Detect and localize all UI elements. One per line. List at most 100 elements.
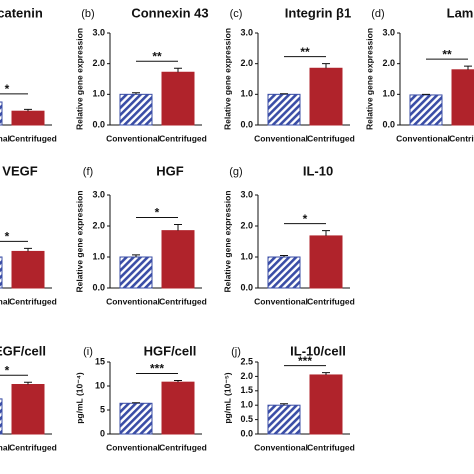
bar	[309, 67, 343, 126]
y-tick-label: 0.0	[240, 428, 253, 438]
y-axis-label: Relative gene expression	[222, 28, 232, 130]
x-tick-label: Conventional	[106, 133, 160, 143]
significance-label: *	[155, 206, 160, 220]
y-tick-label: 0.0	[92, 282, 105, 292]
error-bar	[174, 379, 182, 383]
panel-title: HGF/cell	[144, 343, 197, 358]
x-tick-label: Conventional	[396, 133, 450, 143]
y-tick-label: 2.0	[240, 58, 253, 68]
y-tick-label: 2.0	[92, 58, 105, 68]
y-axis-label: Relative gene expression	[74, 190, 84, 292]
y-tick-label: 1.0	[92, 89, 105, 99]
panel-title: EGF/cell	[0, 343, 46, 358]
x-tick-label: Centrifuged	[307, 442, 355, 452]
significance-label: *	[5, 363, 10, 377]
panel-title: Connexin 43	[131, 5, 208, 20]
error-bar	[132, 254, 140, 257]
y-tick-label: 3.0	[92, 27, 105, 37]
y-tick-label: 15	[95, 356, 105, 366]
panel-label: (d)	[371, 8, 384, 20]
bar	[409, 94, 443, 126]
bar	[0, 398, 3, 435]
error-bar	[174, 223, 182, 231]
error-bar	[280, 93, 288, 95]
y-tick-label: 1.0	[240, 400, 253, 410]
panel-label: (j)	[231, 346, 241, 358]
y-tick-label: 3.0	[240, 189, 253, 199]
x-tick-label: Centrifuged	[9, 442, 57, 452]
x-tick-label: Conventional	[254, 442, 308, 452]
panel-title: Integrin β1	[285, 5, 351, 20]
significance-label: **	[152, 49, 162, 63]
y-tick-label: 2.0	[382, 58, 395, 68]
error-bar	[24, 381, 32, 385]
y-axis-label: pg/mL (10⁻⁴)	[74, 372, 84, 424]
error-bar	[24, 108, 32, 112]
panel-title: Lam	[447, 5, 474, 20]
y-tick-label: 0	[100, 428, 105, 438]
y-tick-label: 3.0	[92, 189, 105, 199]
bar	[0, 101, 3, 126]
panel-title: VEGF	[2, 163, 37, 178]
bar	[309, 235, 343, 289]
x-tick-label: Conventional	[0, 442, 10, 452]
x-tick-label: Centrifuged	[307, 296, 355, 306]
bar	[119, 93, 153, 126]
y-tick-label: 5	[100, 404, 105, 414]
error-bar	[280, 403, 288, 406]
bar	[11, 250, 45, 289]
y-tick-label: 2.0	[92, 220, 105, 230]
error-bar	[322, 372, 330, 375]
bar	[11, 110, 45, 126]
x-tick-label: Centrifuged	[159, 296, 207, 306]
panel-title: catenin	[0, 5, 43, 20]
panel-label: (f)	[83, 166, 93, 178]
panel-title: IL-10	[303, 163, 333, 178]
significance-label: ***	[150, 362, 164, 376]
y-tick-label: 0.0	[240, 282, 253, 292]
y-tick-label: 1.0	[240, 89, 253, 99]
significance-label: **	[442, 47, 452, 61]
y-tick-label: 2.0	[240, 371, 253, 381]
bar	[161, 230, 195, 289]
bar	[119, 402, 153, 435]
y-axis-label: Relative gene expression	[222, 190, 232, 292]
y-tick-label: 0.0	[240, 119, 253, 129]
bar	[267, 404, 301, 435]
x-tick-label: Conventional	[254, 133, 308, 143]
error-bar	[24, 247, 32, 252]
bar	[309, 374, 343, 435]
error-bar	[280, 254, 288, 257]
significance-label: **	[300, 45, 310, 59]
y-tick-label: 1.0	[240, 251, 253, 261]
bar	[11, 384, 45, 435]
x-tick-label: Centrifuged	[449, 133, 474, 143]
x-tick-label: Centrifuged	[9, 296, 57, 306]
significance-label: ***	[298, 354, 312, 368]
y-tick-label: 0.0	[382, 119, 395, 129]
bar	[119, 256, 153, 289]
significance-label: *	[303, 212, 308, 226]
bar	[267, 256, 301, 289]
error-bar	[322, 230, 330, 236]
y-tick-label: 1.0	[382, 89, 395, 99]
y-tick-label: 10	[95, 380, 105, 390]
x-tick-label: Conventional	[106, 296, 160, 306]
panel-label: (b)	[81, 8, 94, 20]
y-tick-label: 3.0	[240, 27, 253, 37]
x-tick-label: Conventional	[0, 133, 10, 143]
x-tick-label: Centrifuged	[307, 133, 355, 143]
panel-label: (i)	[83, 346, 93, 358]
error-bar	[422, 93, 430, 95]
y-axis-label: pg/mL (10⁻⁵)	[222, 372, 232, 423]
y-axis-label: Relative gene expression	[364, 28, 374, 130]
y-tick-label: 0.5	[240, 414, 253, 424]
error-bar	[464, 65, 472, 70]
x-tick-label: Conventional	[106, 442, 160, 452]
y-tick-label: 2.5	[240, 356, 253, 366]
significance-label: *	[5, 82, 10, 96]
panel-title: IL-10/cell	[290, 343, 346, 358]
y-tick-label: 3.0	[382, 27, 395, 37]
significance-label: *	[5, 229, 10, 243]
